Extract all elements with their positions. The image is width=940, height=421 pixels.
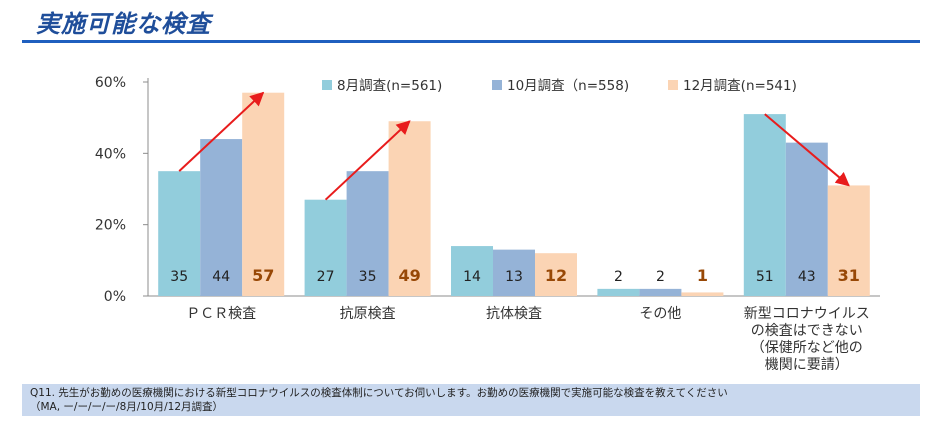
- footnote-line-1: Q11. 先生がお勤めの医療機関における新型コロナウイルスの検査体制についてお伺…: [30, 387, 728, 399]
- bar-value-label: 57: [252, 266, 274, 285]
- bar: [493, 249, 535, 296]
- y-tick-label: 40%: [95, 146, 126, 162]
- bar: [346, 171, 389, 296]
- bar-value-label: 31: [838, 266, 860, 285]
- x-tick-label: 機関に要請）: [765, 357, 849, 373]
- x-tick-label: （保健所など他の: [751, 340, 863, 356]
- trend-arrow: [324, 120, 411, 201]
- footnote-line-2: （MA, ー/ー/ー/ー/8月/10月/12月調査）: [30, 401, 224, 413]
- x-tick-label: 抗原検査: [340, 306, 396, 322]
- bar: [743, 114, 786, 296]
- bar: [388, 121, 431, 296]
- bar: [158, 171, 201, 296]
- y-tick-label: 20%: [95, 218, 126, 234]
- bar-value-label: 49: [398, 266, 420, 285]
- question-footnote: Q11. 先生がお勤めの医療機関における新型コロナウイルスの検査体制についてお伺…: [22, 384, 920, 416]
- page-title: 実施可能な検査: [36, 10, 211, 38]
- bar-value-label: 35: [170, 269, 188, 285]
- bar: [451, 246, 493, 296]
- bar-value-label: 44: [212, 269, 230, 285]
- y-tick-label: 60%: [95, 75, 126, 91]
- bar: [304, 199, 347, 296]
- bar-value-label: 51: [756, 269, 774, 285]
- bar-value-label: 2: [614, 269, 623, 285]
- x-tick-label: 抗体検査: [486, 306, 542, 322]
- bar-value-label: 1: [697, 266, 708, 285]
- bar-value-label: 43: [798, 269, 816, 285]
- x-tick-label: の検査はできない: [751, 323, 863, 339]
- x-tick-label: ＰＣＲ検査: [186, 306, 256, 322]
- trend-arrow: [764, 113, 850, 187]
- y-tick-label: 0%: [104, 289, 126, 305]
- legend-swatch: [668, 80, 678, 90]
- bar-value-label: 2: [656, 269, 665, 285]
- bar-value-label: 12: [545, 266, 567, 285]
- legend-swatch: [322, 80, 332, 90]
- legend-label: 12月調査(n=541): [683, 78, 797, 94]
- bar: [681, 292, 724, 296]
- bar-value-label: 13: [505, 269, 523, 285]
- x-tick-label: 新型コロナウイルス: [744, 306, 870, 322]
- legend-label: 8月調査(n=561): [337, 78, 442, 94]
- title-divider: [22, 40, 920, 43]
- legend-label: 10月調査（n=558): [507, 78, 629, 94]
- bar-value-label: 27: [317, 269, 335, 285]
- bar: [242, 92, 285, 296]
- bar: [597, 288, 640, 296]
- bar: [639, 288, 682, 296]
- legend-swatch: [492, 80, 502, 90]
- bar: [200, 139, 243, 296]
- bar: [785, 142, 828, 296]
- bar: [535, 253, 577, 296]
- trend-arrow: [178, 91, 265, 172]
- bar-value-label: 35: [359, 269, 377, 285]
- bar: [827, 185, 870, 296]
- bar-value-label: 14: [463, 269, 481, 285]
- x-tick-label: その他: [639, 306, 681, 322]
